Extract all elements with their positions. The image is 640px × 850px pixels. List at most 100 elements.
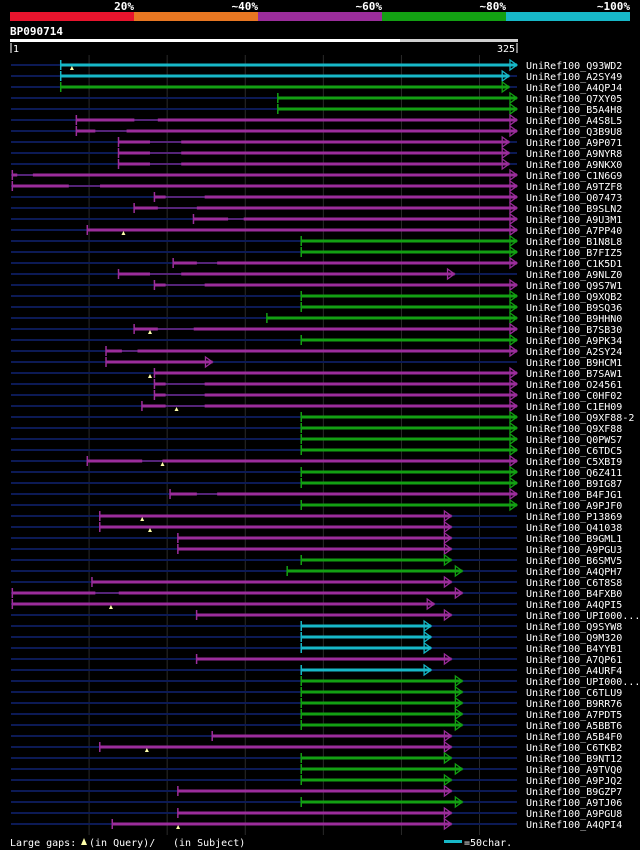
hit-label[interactable]: UniRef100_Q07473 — [526, 193, 622, 204]
hit-label[interactable]: UniRef100_O24561 — [526, 380, 622, 391]
hit-row[interactable]: UniRef100_B7FIZ5 — [11, 245, 622, 259]
hit-label[interactable]: UniRef100_A2SY24 — [526, 347, 622, 358]
hit-label[interactable]: UniRef100_A9P071 — [526, 138, 622, 149]
hit-label[interactable]: UniRef100_C6TLU9 — [526, 688, 622, 699]
hit-row[interactable]: UniRef100_C0HF02 — [11, 388, 622, 402]
hit-row[interactable]: UniRef100_C1EH09 — [11, 399, 622, 413]
hit-label[interactable]: UniRef100_A4QPI5 — [526, 600, 622, 611]
hit-label[interactable]: UniRef100_B9HHN0 — [526, 314, 622, 325]
hit-label[interactable]: UniRef100_A4URF4 — [526, 666, 622, 677]
hit-label[interactable]: UniRef100_Q93WD2 — [526, 61, 622, 72]
hit-row[interactable]: UniRef100_O24561 — [11, 377, 622, 391]
hit-label[interactable]: UniRef100_B4FXB0 — [526, 589, 622, 600]
hit-row[interactable]: UniRef100_B9HHN0 — [11, 311, 622, 325]
hit-label[interactable]: UniRef100_B9GZP7 — [526, 787, 622, 798]
hit-label[interactable]: UniRef100_B5A4H8 — [526, 105, 622, 116]
hit-label[interactable]: UniRef100_A9NYR8 — [526, 149, 622, 160]
hit-label[interactable]: UniRef100_B7SAW1 — [526, 369, 622, 380]
hit-label[interactable]: UniRef100_A9PJQ2 — [526, 776, 622, 787]
hit-row[interactable]: UniRef100_Q3B9U8 — [11, 124, 622, 138]
hit-label[interactable]: UniRef100_B9RR76 — [526, 699, 622, 710]
hit-label[interactable]: UniRef100_A4S8L5 — [526, 116, 622, 127]
hit-row[interactable]: UniRef100_Q93WD2 — [11, 58, 622, 72]
hit-label[interactable]: UniRef100_B9SLN2 — [526, 204, 622, 215]
hit-row[interactable]: UniRef100_B9SQ36 — [11, 300, 622, 314]
hit-row[interactable]: UniRef100_Q9XF88 — [11, 421, 622, 435]
hit-row[interactable]: UniRef100_A7PP40 — [11, 223, 622, 237]
hit-label[interactable]: UniRef100_A5BBT6 — [526, 721, 622, 732]
hit-label[interactable]: UniRef100_C0HF02 — [526, 391, 622, 402]
hit-label[interactable]: UniRef100_B4FJG1 — [526, 490, 622, 501]
hit-row[interactable]: UniRef100_A9TJ06 — [11, 795, 622, 809]
hit-row[interactable]: UniRef100_B9GML1 — [11, 531, 622, 545]
hit-label[interactable]: UniRef100_P13869 — [526, 512, 622, 523]
hit-label[interactable]: UniRef100_A9NLZ0 — [526, 270, 622, 281]
hit-row[interactable]: UniRef100_B6SMV5 — [11, 553, 622, 567]
hit-label[interactable]: UniRef100_A7PP40 — [526, 226, 622, 237]
hit-row[interactable]: UniRef100_C1N6G9 — [11, 168, 622, 182]
hit-row[interactable]: UniRef100_B1N8L8 — [11, 234, 622, 248]
hit-label[interactable]: UniRef100_Q7XY05 — [526, 94, 622, 105]
hit-row[interactable]: UniRef100_A9PJF0 — [11, 498, 622, 512]
hit-label[interactable]: UniRef100_Q9XF88 — [526, 424, 622, 435]
hit-row[interactable]: UniRef100_A9U3M1 — [11, 212, 622, 226]
hit-label[interactable]: UniRef100_C1K5D1 — [526, 259, 622, 270]
hit-label[interactable]: UniRef100_B9HCM1 — [526, 358, 622, 369]
hit-label[interactable]: UniRef100_A4QPI4 — [526, 820, 622, 831]
hit-label[interactable]: UniRef100_UPI000... — [526, 677, 640, 688]
hit-row[interactable]: UniRef100_A9PGU3 — [11, 542, 622, 556]
hit-label[interactable]: UniRef100_UPI000... — [526, 611, 640, 622]
hit-row[interactable]: UniRef100_Q9S7W1 — [11, 278, 622, 292]
hit-row[interactable]: UniRef100_A9PK34 — [11, 333, 622, 347]
hit-label[interactable]: UniRef100_C6T8S8 — [526, 578, 622, 589]
hit-label[interactable]: UniRef100_A7QP61 — [526, 655, 622, 666]
hit-label[interactable]: UniRef100_B6SMV5 — [526, 556, 622, 567]
hit-row[interactable]: UniRef100_A9NKX0 — [11, 157, 622, 171]
hit-row[interactable]: UniRef100_A9TZF8 — [11, 179, 622, 193]
hit-row[interactable]: UniRef100_C6TLU9 — [11, 685, 622, 699]
hit-label[interactable]: UniRef100_A9NKX0 — [526, 160, 622, 171]
hit-label[interactable]: UniRef100_A7PDT5 — [526, 710, 622, 721]
hit-label[interactable]: UniRef100_A9PGU3 — [526, 545, 622, 556]
hit-row[interactable]: UniRef100_A7PDT5 — [11, 707, 622, 721]
hit-row[interactable]: UniRef100_B7SAW1 — [11, 366, 622, 380]
hit-label[interactable]: UniRef100_A9PK34 — [526, 336, 622, 347]
hit-label[interactable]: UniRef100_C6TKB2 — [526, 743, 622, 754]
hit-row[interactable]: UniRef100_C1K5D1 — [11, 256, 622, 270]
hit-row[interactable]: UniRef100_B9RR76 — [11, 696, 622, 710]
hit-row[interactable]: UniRef100_A7QP61 — [11, 652, 622, 666]
hit-row[interactable]: UniRef100_UPI000... — [11, 674, 640, 688]
hit-row[interactable]: UniRef100_A5B4F0 — [11, 729, 622, 743]
hit-row[interactable]: UniRef100_A4URF4 — [11, 663, 622, 677]
hit-label[interactable]: UniRef100_A9U3M1 — [526, 215, 622, 226]
hit-label[interactable]: UniRef100_B4YYB1 — [526, 644, 622, 655]
hit-row[interactable]: UniRef100_B4FJG1 — [11, 487, 622, 501]
hit-label[interactable]: UniRef100_A9TZF8 — [526, 182, 622, 193]
hit-row[interactable]: UniRef100_B7SB30 — [11, 322, 622, 336]
hit-row[interactable]: UniRef100_C6TKB2 — [11, 740, 622, 754]
hit-row[interactable]: UniRef100_Q41038 — [11, 520, 622, 534]
hit-row[interactable]: UniRef100_B9IG87 — [11, 476, 622, 490]
hit-row[interactable]: UniRef100_A4QPI4 — [11, 817, 622, 831]
hit-row[interactable]: UniRef100_Q9XQB2 — [11, 289, 622, 303]
hit-row[interactable]: UniRef100_Q6Z411 — [11, 465, 622, 479]
hit-row[interactable]: UniRef100_UPI000... — [11, 608, 640, 622]
hit-label[interactable]: UniRef100_B1N8L8 — [526, 237, 622, 248]
hit-label[interactable]: UniRef100_C6TDC5 — [526, 446, 622, 457]
hit-label[interactable]: UniRef100_A5B4F0 — [526, 732, 622, 743]
hit-row[interactable]: UniRef100_A4S8L5 — [11, 113, 622, 127]
hit-row[interactable]: UniRef100_A4QPI5 — [11, 597, 622, 611]
hit-label[interactable]: UniRef100_B7FIZ5 — [526, 248, 622, 259]
hit-label[interactable]: UniRef100_B7SB30 — [526, 325, 622, 336]
hit-row[interactable]: UniRef100_Q9M320 — [11, 630, 622, 644]
hit-row[interactable]: UniRef100_A4QPJ4 — [11, 80, 622, 94]
hit-label[interactable]: UniRef100_C1N6G9 — [526, 171, 622, 182]
hit-label[interactable]: UniRef100_C1EH09 — [526, 402, 622, 413]
hit-row[interactable]: UniRef100_A9PGU8 — [11, 806, 622, 820]
hit-label[interactable]: UniRef100_Q9SYW8 — [526, 622, 622, 633]
hit-row[interactable]: UniRef100_A5BBT6 — [11, 718, 622, 732]
hit-label[interactable]: UniRef100_B9NT12 — [526, 754, 622, 765]
hit-label[interactable]: UniRef100_A9TVQ0 — [526, 765, 622, 776]
hit-row[interactable]: UniRef100_A9P071 — [11, 135, 622, 149]
hit-label[interactable]: UniRef100_Q9M320 — [526, 633, 622, 644]
